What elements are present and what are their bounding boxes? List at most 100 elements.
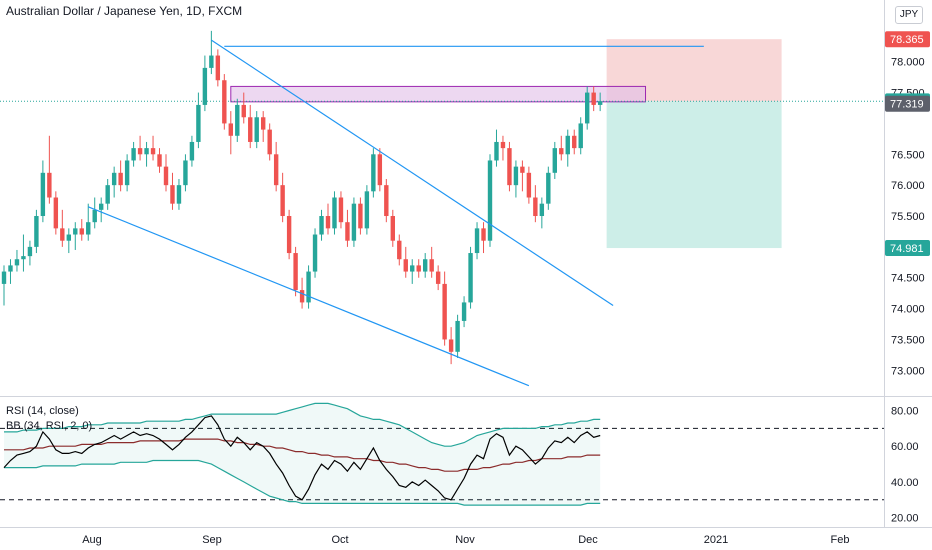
candle-body [442, 283, 447, 340]
candle-body [474, 228, 480, 254]
candle-body [99, 203, 104, 210]
candle-body [163, 166, 169, 186]
candle-body [435, 271, 441, 284]
price-tick-label: 78.000 [891, 57, 925, 69]
candle-body [124, 160, 130, 186]
candle-body [384, 185, 389, 217]
candle-body [513, 166, 519, 186]
candle-body [520, 166, 525, 173]
candle-body [397, 240, 402, 260]
candle-body [481, 228, 486, 241]
candle-body [137, 148, 143, 155]
candle-body [150, 148, 156, 155]
candle-body [371, 154, 376, 192]
candle-body [461, 302, 467, 321]
candle-body [215, 55, 221, 81]
bb-upper-line [4, 402, 601, 447]
candle-body [390, 216, 395, 241]
candle-body [325, 216, 331, 229]
candle-body [40, 172, 46, 217]
candle-body [552, 148, 557, 173]
candle-body [546, 172, 551, 204]
candle-body [183, 160, 188, 186]
candle-body [261, 117, 266, 130]
rsi-tick-label: 80.00 [891, 406, 919, 418]
candle-body [591, 92, 596, 105]
candle-body [448, 339, 454, 352]
candle-body [539, 203, 545, 217]
candle-body [157, 154, 162, 167]
candle-body [79, 228, 84, 235]
candle-body [312, 234, 318, 272]
bb-basis-line [4, 438, 601, 472]
bb-indicator-label: BB (34, RSI, 2, 0) [6, 420, 93, 432]
candle-body [416, 265, 421, 272]
candle-body [131, 148, 136, 161]
candle-body [403, 259, 408, 272]
candle-body [176, 185, 182, 204]
channel-upper [211, 39, 614, 307]
chart-title: Australian Dollar / Japanese Yen, 1D, FX… [6, 4, 243, 18]
candle-body [351, 203, 357, 241]
candle-body [228, 123, 233, 136]
currency-badge[interactable]: JPY [895, 6, 923, 24]
time-tick-label: Dec [578, 534, 598, 546]
candle-body [455, 320, 460, 352]
supply-zone [230, 85, 647, 103]
time-tick-label: Feb [831, 534, 850, 546]
price-tick-label: 73.500 [891, 334, 925, 346]
rsi-indicator-label: RSI (14, close) [6, 405, 79, 417]
price-tick-label: 74.000 [891, 304, 925, 316]
time-tick-label: 2021 [704, 534, 728, 546]
candle-body [209, 55, 214, 68]
candle-body [280, 185, 285, 217]
channel-lower [88, 206, 530, 387]
candle-body [1, 271, 7, 284]
candle-body [494, 141, 499, 161]
bb-band-fill [4, 403, 601, 506]
price-tick-label: 76.500 [891, 149, 925, 161]
candle-body [118, 172, 123, 186]
candle-body [8, 265, 13, 272]
rsi-line [3, 415, 601, 501]
candle-body [27, 246, 33, 257]
candle-body [196, 104, 201, 142]
candle-body [597, 101, 603, 105]
rsi-tick-label: 40.00 [891, 477, 919, 489]
candle-body [92, 209, 97, 223]
time-tick-label: Aug [82, 534, 102, 546]
candle-body [319, 216, 324, 235]
candle-body [144, 148, 149, 155]
candle-body [60, 228, 65, 241]
candle-body [306, 271, 311, 303]
candle-body [358, 203, 363, 229]
candle-body [235, 104, 240, 136]
price-label-text: 74.981 [890, 243, 924, 255]
candle-body [423, 259, 428, 272]
candle-body [299, 290, 305, 303]
candle-body [500, 141, 506, 149]
candle-body [111, 172, 117, 186]
rsi-tick-label: 60.00 [891, 441, 919, 453]
price-label-text: 78.365 [890, 34, 924, 46]
candle-body [248, 117, 253, 142]
candle-body [565, 135, 570, 155]
candle-body [364, 191, 370, 229]
price-label-badge [885, 95, 930, 112]
time-tick-label: Sep [202, 534, 222, 546]
candle-body [487, 160, 493, 241]
candle-body [73, 228, 78, 235]
candle-body [14, 259, 20, 266]
price-label-text: 77.319 [890, 99, 924, 111]
candle-body [189, 141, 195, 161]
candle-body [377, 154, 383, 186]
target-zone [606, 101, 782, 249]
candle-body [66, 234, 71, 241]
candle-body [105, 185, 110, 204]
candle-body [507, 148, 512, 186]
candles-group [1, 30, 603, 365]
rsi-tick-label: 20.00 [891, 513, 919, 525]
candle-body [293, 253, 298, 291]
candle-body [410, 265, 415, 272]
